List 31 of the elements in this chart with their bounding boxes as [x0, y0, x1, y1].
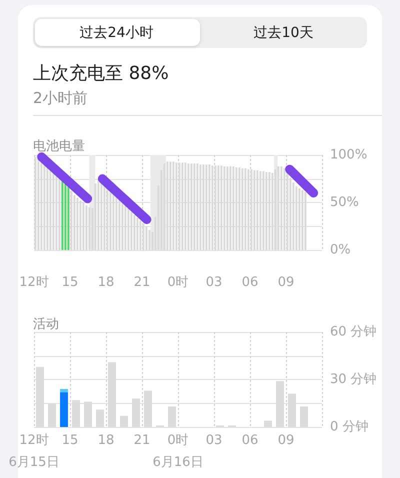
x-tick-label: 12时: [19, 275, 49, 290]
text: 上次充电至 88%: [33, 63, 169, 85]
y-tick-label: 100%: [330, 148, 368, 162]
x-tick-label: 0时: [167, 433, 189, 448]
x-tick-label: 15: [62, 433, 78, 448]
x-tick-label: 03: [206, 433, 222, 448]
x-tick-label: 12时: [19, 433, 49, 448]
x-tick-label: 18: [98, 433, 114, 448]
y-tick-label: 0 分钟: [330, 420, 368, 434]
x-tick-label: 21: [134, 433, 150, 448]
y-tick-label: 0%: [330, 242, 351, 258]
x-tick-label: 18: [98, 275, 114, 290]
text: 2小时前: [33, 89, 88, 107]
bar: [60, 389, 68, 392]
x-tick-label: 0时: [167, 275, 189, 290]
x2-tick-label: 6月15日: [8, 455, 60, 470]
x-tick-label: 09: [278, 275, 294, 290]
x-tick-label: 06: [242, 275, 258, 290]
bar: [60, 392, 68, 427]
x-tick-label: 06: [242, 433, 258, 448]
chart-title: 电池电量: [33, 139, 85, 154]
y-tick-label: 60 分钟: [330, 324, 377, 340]
y-tick-label: 30 分钟: [330, 372, 377, 387]
x2-tick-label: 6月16日: [152, 455, 204, 470]
chart-title: 活动: [33, 317, 59, 332]
x-tick-label: 15: [62, 275, 78, 290]
x-tick-label: 09: [278, 433, 294, 448]
x-tick-label: 03: [206, 275, 222, 290]
x-tick-label: 21: [134, 275, 150, 290]
segmented-control: 过去24小时 过去10天: [33, 17, 367, 48]
y-tick-label: 50%: [330, 195, 359, 210]
